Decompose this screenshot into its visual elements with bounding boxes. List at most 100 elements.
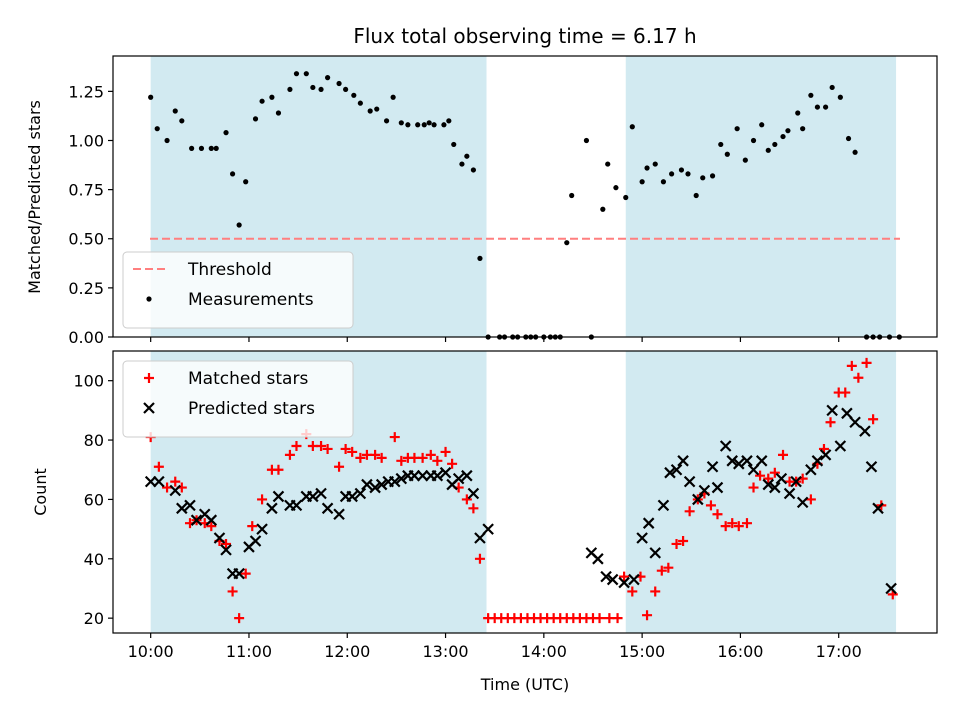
matched-star-point [705, 500, 716, 511]
measurement-point [652, 161, 658, 167]
measurement-point [287, 86, 293, 93]
ratio-panel: Matched/Predicted stars 0.00 0.25 0.50 0.75… [25, 55, 938, 347]
measurement-point [236, 222, 242, 228]
matched-star-point [727, 518, 738, 529]
matched-star-point [316, 440, 327, 451]
measurement-point [189, 145, 195, 151]
matched-star-point [642, 610, 653, 621]
predicted-star-point [272, 490, 285, 503]
matched-star-point [227, 586, 238, 597]
predicted-star-point [796, 496, 809, 509]
measurement-point [325, 75, 331, 81]
predicted-star-point [321, 502, 334, 515]
matched-star-point [153, 461, 164, 472]
matched-star-point [432, 455, 443, 466]
matched-star-point [712, 509, 723, 520]
predicted-star-point [706, 460, 719, 473]
measurement-point [343, 86, 349, 93]
x-tick-label: 10:00 [128, 642, 174, 661]
matched-star-point [206, 521, 217, 532]
measurement-point [229, 171, 236, 177]
measurement-point [310, 84, 316, 91]
measurement-point [734, 126, 740, 132]
predicted-star-point [849, 416, 861, 429]
predicted-star-point [819, 449, 832, 461]
matched-star-point [221, 538, 232, 549]
matched-star-point [846, 360, 857, 371]
x-axis-label: Time (UTC) [480, 675, 569, 694]
matched-star-point [684, 506, 695, 517]
legend-label: Matched stars [188, 369, 308, 389]
predicted-star-point [834, 440, 847, 452]
predicted-star-point [388, 475, 401, 488]
ratio-observing-band-1 [625, 56, 897, 337]
predicted-star-point [205, 514, 218, 526]
predicted-star-point [461, 469, 473, 482]
matched-star-point [284, 449, 295, 460]
ratio-y-tick-label: 0.75 [68, 181, 104, 200]
measurement-point [613, 185, 619, 191]
matched-star-point [440, 446, 451, 457]
measurement-point [374, 106, 380, 112]
matched-star-point [347, 446, 358, 457]
predicted-star-point [606, 573, 619, 586]
matched-star-point [663, 562, 674, 573]
count-y-tick-label: 80 [84, 431, 104, 450]
predicted-star-point [467, 487, 480, 500]
count-panel: Count 10:00 11:00 12:00 13:00 14:00 15:00 16:0… [31, 350, 938, 661]
matched-star-point [322, 443, 333, 454]
predicted-star-point [719, 440, 732, 452]
matched-star-point [340, 443, 351, 454]
ratio-y-tick-label: 0.00 [68, 328, 104, 347]
predicted-star-point [176, 502, 188, 515]
ratio-marks [148, 71, 902, 340]
measurement-point [431, 122, 437, 128]
count-legend [122, 360, 354, 438]
measurement-point [441, 122, 447, 128]
ratio-y-tick-label: 1.00 [68, 131, 104, 150]
legend-label: Threshold [187, 260, 272, 280]
measurement-point [583, 137, 590, 144]
count-series-1 [144, 404, 897, 595]
predicted-star-point [482, 523, 494, 535]
matched-star-point [720, 521, 731, 532]
predicted-star-point [249, 535, 262, 547]
count-y-tick-label: 40 [84, 550, 104, 569]
measurement-point [252, 116, 259, 122]
matched-star-point [396, 455, 407, 466]
count-frame [112, 350, 938, 634]
matched-star-point [853, 372, 864, 383]
legend-label: Measurements [188, 290, 314, 310]
measurement-point [336, 80, 342, 87]
predicted-star-point [805, 463, 817, 476]
predicted-star-point [769, 481, 781, 494]
ratio-y-tick-label: 0.50 [68, 230, 104, 249]
predicted-star-point [872, 502, 884, 515]
matched-star-point [612, 613, 623, 624]
predicted-star-point [841, 407, 853, 420]
measurement-point [700, 175, 706, 181]
predicted-star-point [642, 517, 655, 529]
measurement-point [669, 171, 675, 177]
measurement-point [446, 118, 452, 124]
x-tick-label: 13:00 [422, 642, 468, 661]
matched-star-point [733, 521, 744, 532]
predicted-star-point [213, 532, 226, 544]
matched-star-point [291, 440, 302, 451]
predicted-star-point [657, 499, 670, 512]
measurement-point [685, 171, 691, 177]
predicted-star-point [290, 499, 303, 512]
legend-matched-swatch [144, 373, 154, 383]
predicted-star-point [592, 553, 604, 565]
predicted-star-point [431, 469, 444, 482]
x-tick-label: 11:00 [226, 642, 272, 661]
matched-star-point [257, 494, 268, 505]
count-y-tick-label: 60 [84, 490, 104, 509]
x-tick-label: 15:00 [619, 642, 665, 661]
measurement-point [459, 161, 465, 167]
legend-predicted-swatch [143, 402, 155, 414]
ratio-legend [122, 251, 354, 329]
measurement-point [390, 94, 396, 100]
measurement-point [303, 71, 309, 77]
